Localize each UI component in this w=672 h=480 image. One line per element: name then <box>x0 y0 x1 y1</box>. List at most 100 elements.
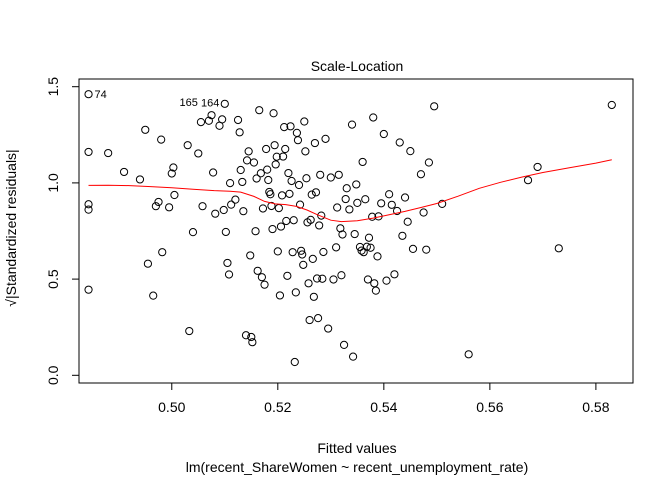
data-point <box>294 180 304 190</box>
data-point <box>119 167 129 177</box>
data-point <box>198 202 207 211</box>
data-point <box>287 176 296 186</box>
data-point <box>196 117 206 127</box>
y-axis-label: √|Standardized residuals| <box>3 149 19 306</box>
data-point <box>292 128 301 137</box>
data-point <box>241 331 251 340</box>
data-point <box>422 245 431 254</box>
data-point <box>387 200 396 209</box>
data-point <box>211 209 220 218</box>
data-point <box>284 168 293 178</box>
data-point <box>242 156 252 165</box>
data-point <box>219 205 228 215</box>
data-point <box>301 147 310 156</box>
data-point <box>304 279 313 288</box>
data-point <box>84 285 93 294</box>
data-point <box>262 144 271 154</box>
data-point <box>283 271 292 280</box>
data-point <box>390 270 399 279</box>
data-point <box>430 102 439 111</box>
data-point <box>438 199 447 208</box>
data-point <box>385 190 394 199</box>
data-point <box>281 144 290 154</box>
data-point <box>252 174 261 183</box>
data-point <box>395 138 404 147</box>
x-axis-label: Fitted values <box>317 440 396 456</box>
data-point <box>170 190 179 200</box>
data-point <box>223 258 232 268</box>
data-point <box>317 211 326 220</box>
data-point <box>84 147 93 157</box>
data-point <box>337 271 346 280</box>
data-point <box>260 280 269 289</box>
data-point <box>339 340 349 350</box>
data-point <box>308 254 317 263</box>
data-point <box>282 216 291 226</box>
data-point <box>300 117 309 126</box>
data-point <box>269 109 278 118</box>
point-label: 164 <box>201 98 219 110</box>
data-point <box>373 252 382 261</box>
data-point <box>220 99 229 108</box>
data-point <box>321 134 330 143</box>
data-point <box>239 207 248 216</box>
data-point <box>225 178 235 188</box>
data-point <box>264 175 273 185</box>
data-point <box>379 129 388 139</box>
data-point <box>275 291 285 300</box>
data-point <box>302 174 311 183</box>
chart-marks: 74 165 164 <box>84 89 616 367</box>
data-point <box>400 193 410 202</box>
data-point <box>403 217 412 226</box>
data-point <box>270 141 279 150</box>
data-point <box>363 275 373 284</box>
data-point <box>258 204 268 213</box>
y-tick-label: 1.0 <box>45 173 61 193</box>
x-tick-label: 0.56 <box>476 399 503 415</box>
data-point <box>289 216 298 225</box>
data-point <box>253 266 262 275</box>
data-point <box>364 233 374 242</box>
data-point <box>416 170 426 179</box>
data-point <box>334 170 343 179</box>
data-point <box>238 177 247 187</box>
data-point <box>279 152 288 161</box>
data-point <box>313 314 323 323</box>
data-point <box>298 250 307 259</box>
data-point <box>299 260 308 269</box>
data-point <box>358 157 367 167</box>
chart-title: Scale-Location <box>311 58 404 74</box>
data-point <box>244 147 253 156</box>
data-point <box>285 189 294 198</box>
data-point <box>227 200 236 209</box>
point-label: 165 <box>179 97 197 109</box>
data-point <box>251 227 260 236</box>
data-point <box>554 244 563 253</box>
data-point <box>370 279 379 288</box>
data-point <box>236 165 245 175</box>
x-tick-label: 0.52 <box>264 399 291 415</box>
data-point <box>209 168 218 177</box>
data-point <box>188 228 198 237</box>
data-point <box>607 100 616 110</box>
data-point <box>295 200 305 209</box>
data-point <box>312 274 322 283</box>
data-point <box>309 292 318 301</box>
data-point <box>280 123 289 132</box>
data-point <box>266 190 275 199</box>
data-point <box>256 169 265 178</box>
data-point <box>392 206 402 216</box>
data-point <box>263 165 272 174</box>
data-point <box>316 170 325 179</box>
data-point <box>332 243 341 252</box>
data-point <box>249 158 259 167</box>
y-axis: 0.0 0.5 1.0 1.5 <box>45 77 80 385</box>
data-point <box>305 315 314 325</box>
data-point <box>307 190 316 199</box>
data-point <box>369 113 378 122</box>
data-point <box>326 173 335 182</box>
data-point <box>398 231 407 240</box>
data-point <box>169 163 178 172</box>
data-point <box>333 203 342 212</box>
